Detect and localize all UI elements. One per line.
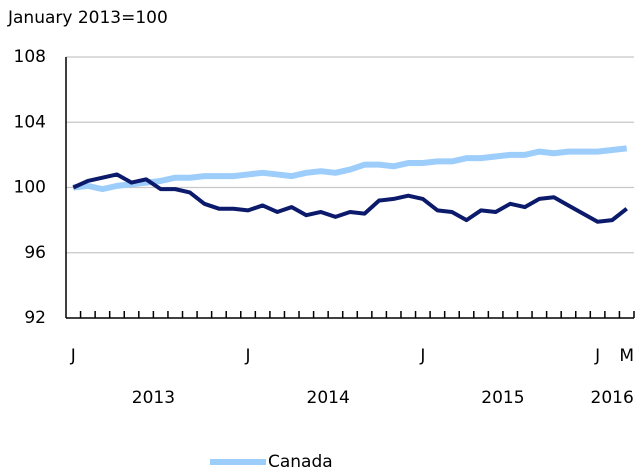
x-tick-label: J: [594, 346, 600, 366]
y-tick-label: 104: [14, 112, 46, 132]
legend-label: Canada: [268, 452, 333, 472]
x-tick-label: J: [419, 346, 425, 366]
data-line: [72, 172, 628, 224]
y-tick-label: 92: [24, 308, 46, 328]
y-tick-label: 108: [14, 47, 46, 67]
data-line: [72, 145, 628, 193]
x-tick-label: M: [619, 346, 634, 366]
x-group-label: 2015: [481, 388, 524, 408]
y-tick-label: 100: [14, 178, 46, 198]
x-tick-label: J: [245, 346, 251, 366]
y-tick-label: 96: [24, 243, 46, 263]
x-group-label: 2014: [307, 388, 350, 408]
x-group-label: 2016: [591, 388, 634, 408]
x-group-label: 2013: [132, 388, 175, 408]
y-axis-label: January 2013=100: [7, 8, 168, 28]
x-tick-label: J: [70, 346, 76, 366]
